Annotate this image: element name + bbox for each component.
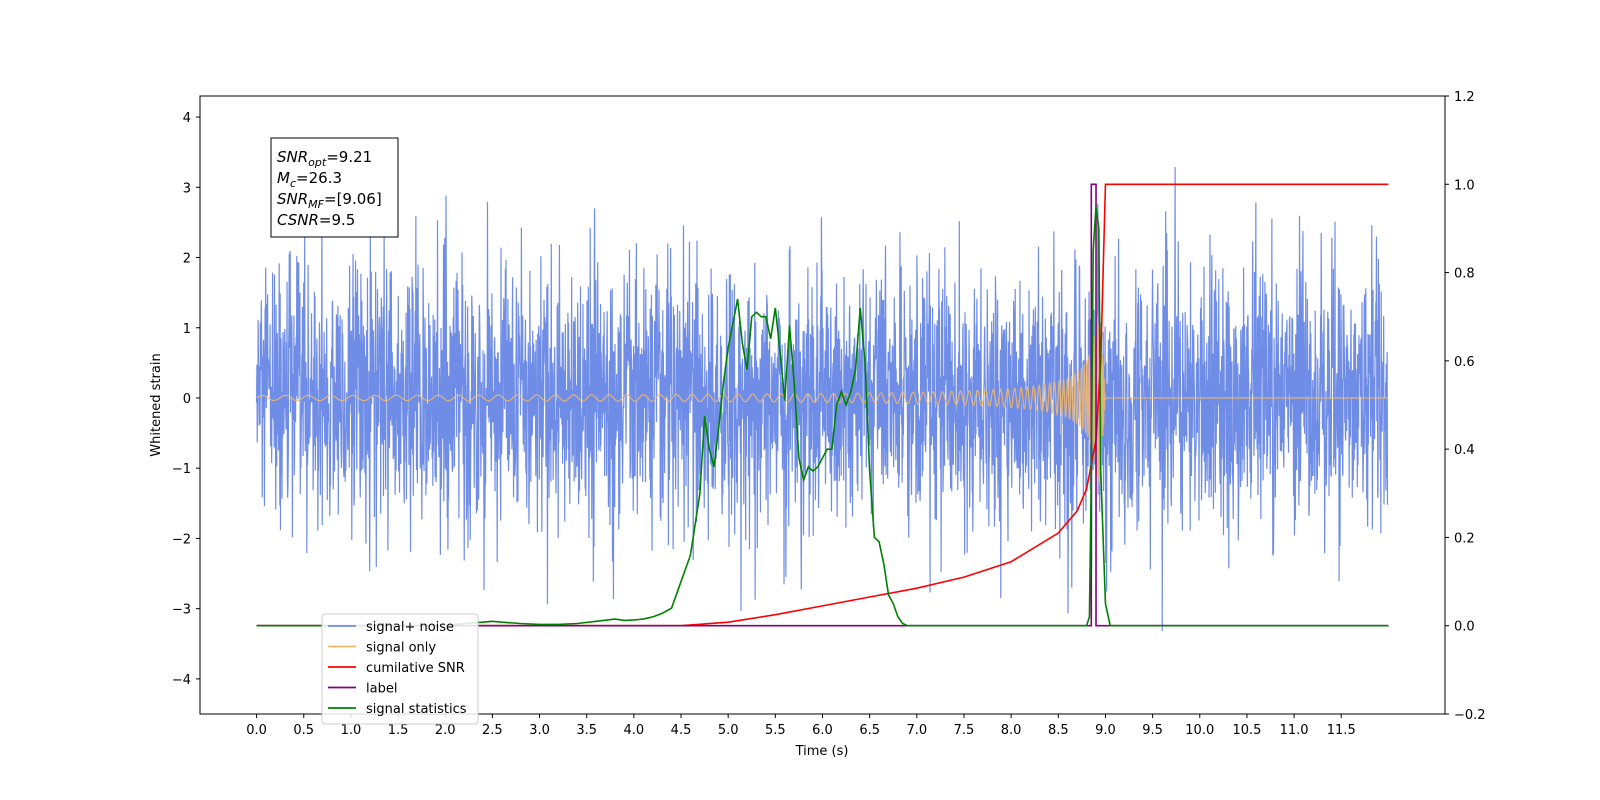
legend-label: label — [366, 682, 397, 697]
x-tick-label: 4.5 — [671, 723, 692, 738]
legend: signal+ noise signal only cumilative SNR la… — [321, 613, 479, 725]
y-axis-left: 4 3 2 1 0 −1 −2 −3 −4 — [172, 111, 200, 688]
x-tick-label: 10.0 — [1185, 723, 1214, 738]
x-tick-label: 0.0 — [246, 723, 267, 738]
x-tick-label: 6.0 — [812, 723, 833, 738]
x-tick-label: 1.0 — [341, 723, 362, 738]
annotation-line: Mc=26.3 — [277, 169, 342, 190]
x-tick-label: 1.5 — [388, 723, 409, 738]
legend-label: cumilative SNR — [366, 661, 465, 676]
x-tick-label: 7.0 — [906, 723, 927, 738]
x-tick-label: 3.5 — [576, 723, 597, 738]
x-tick-label: 7.5 — [954, 723, 975, 738]
x-tick-label: 2.0 — [435, 723, 456, 738]
series-signal-only — [256, 310, 1389, 487]
x-tick-label: 10.5 — [1232, 723, 1261, 738]
y-right-tick-label: 1.0 — [1454, 178, 1475, 193]
y-right-tick-label: 1.2 — [1454, 90, 1475, 105]
plot-area — [255, 167, 1389, 631]
y-left-tick-label: 3 — [183, 181, 191, 196]
x-tick-label: 8.0 — [1001, 723, 1022, 738]
y-right-tick-label: 0.0 — [1454, 620, 1475, 635]
y-right-tick-label: 0.4 — [1454, 443, 1475, 458]
x-axis: 0.0 0.5 1.0 1.5 2.0 2.5 3.0 3.5 4.0 4.5 5.0 5.5 6.0 6… — [246, 714, 1356, 738]
x-tick-label: 6.5 — [859, 723, 880, 738]
x-tick-label: 11.0 — [1280, 723, 1309, 738]
y-left-tick-label: 0 — [183, 392, 191, 407]
annotation-line: SNRopt=9.21 — [277, 148, 372, 169]
y-left-tick-label: 1 — [183, 322, 191, 337]
x-tick-label: 9.0 — [1095, 723, 1116, 738]
x-tick-label: 4.0 — [624, 723, 645, 738]
legend-label: signal statistics — [366, 702, 467, 717]
y-right-tick-label: 0.6 — [1454, 355, 1475, 370]
legend-label: signal only — [366, 641, 436, 656]
y-right-tick-label: −0.2 — [1454, 708, 1486, 723]
series-signal-noise — [255, 167, 1389, 631]
y-axis-right: 1.2 1.0 0.8 0.6 0.4 0.2 0.0 −0.2 — [1445, 90, 1486, 723]
y-right-tick-label: 0.8 — [1454, 267, 1475, 282]
x-tick-label: 9.5 — [1142, 723, 1163, 738]
x-tick-label: 2.5 — [482, 723, 503, 738]
annotation-line: SNRMF=[9.06] — [277, 190, 382, 211]
x-tick-label: 5.0 — [718, 723, 739, 738]
y-right-tick-label: 0.2 — [1454, 531, 1475, 546]
x-tick-label: 11.5 — [1327, 723, 1356, 738]
y-left-tick-label: −3 — [172, 603, 191, 618]
annotation-line: CSNR=9.5 — [277, 211, 355, 229]
y-left-tick-label: 2 — [183, 252, 191, 267]
y-left-tick-label: −1 — [172, 462, 191, 477]
series-cumulative-snr — [256, 183, 1389, 627]
legend-box — [321, 613, 479, 725]
x-tick-label: 5.5 — [765, 723, 786, 738]
x-tick-label: 3.0 — [529, 723, 550, 738]
y-left-tick-label: −4 — [172, 673, 191, 688]
y-axis-label-left: Whitened strain — [149, 353, 164, 456]
x-tick-label: 0.5 — [293, 723, 314, 738]
x-tick-label: 8.5 — [1048, 723, 1069, 738]
series-signal-statistics — [256, 206, 1389, 627]
legend-label: signal+ noise — [366, 620, 454, 635]
x-axis-label: Time (s) — [795, 744, 849, 759]
y-left-tick-label: −2 — [172, 532, 191, 547]
y-left-tick-label: 4 — [183, 111, 191, 126]
